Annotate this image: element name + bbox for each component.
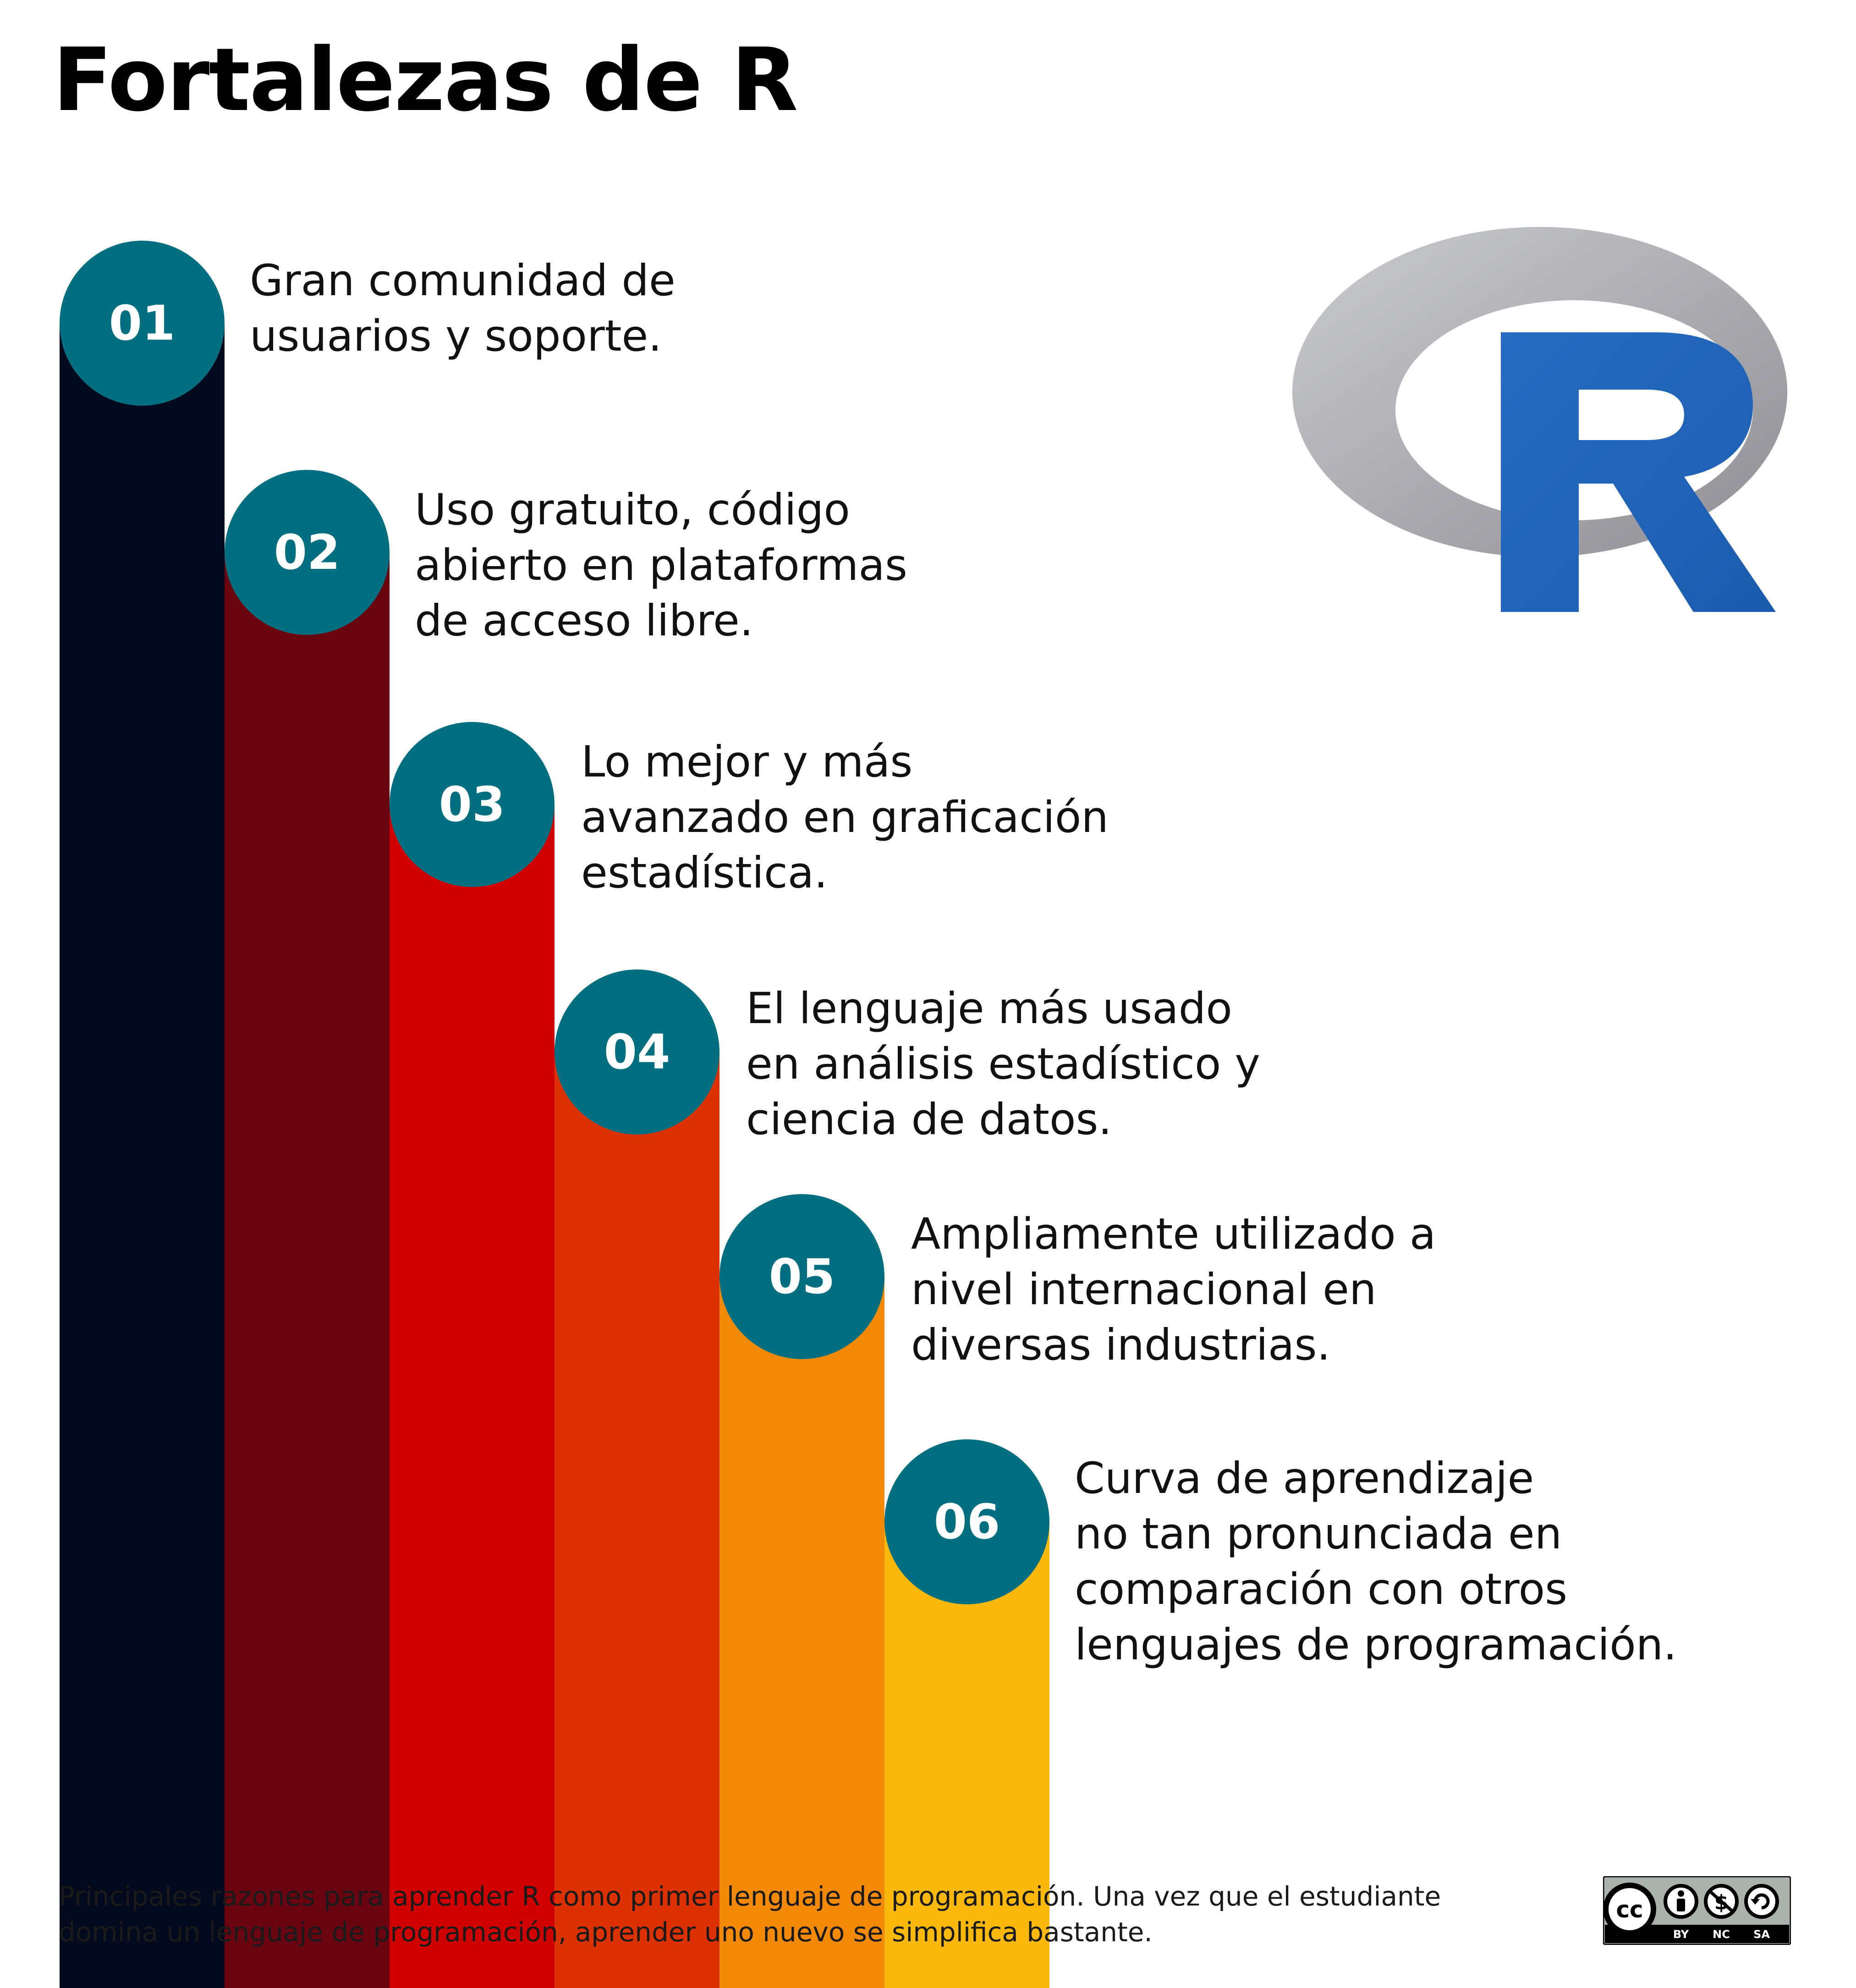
description-line: lenguajes de programación.	[1075, 1620, 1677, 1670]
description-line: Lo mejor y más	[581, 737, 913, 787]
step-description-02: Uso gratuito, código abierto en platafor…	[415, 482, 907, 649]
step-number-badge: 02	[225, 470, 390, 635]
cc-icon: cc	[1603, 1883, 1656, 1936]
license-label-by: BY	[1673, 1928, 1689, 1941]
description-line: Ampliamente utilizado a	[911, 1209, 1436, 1259]
step-description-05: Ampliamente utilizado a nivel internacio…	[911, 1206, 1436, 1373]
description-line: usuarios y soporte.	[250, 311, 662, 361]
cc-by-nc-sa-license-icon: cc $ BY NC SA	[1603, 1876, 1791, 1945]
step-description-06: Curva de aprendizaje no tan pronunciada …	[1075, 1451, 1677, 1673]
step-number-badge: 03	[390, 722, 555, 887]
step-description-01: Gran comunidad de usuarios y soporte.	[250, 253, 675, 364]
description-line: abierto en plataformas	[415, 540, 907, 590]
description-line: avanzado en graficación	[581, 793, 1109, 843]
step-bar-01	[60, 323, 225, 1988]
description-line: estadística.	[581, 848, 828, 898]
license-label-nc: NC	[1713, 1928, 1730, 1941]
caption-line: domina un lenguaje de programación, apre…	[59, 1916, 1153, 1948]
step-description-04: El lenguaje más usado en análisis estadí…	[746, 981, 1260, 1147]
description-line: en análisis estadístico y	[746, 1039, 1260, 1089]
step-number-badge: 05	[719, 1194, 884, 1359]
step-number-badge: 06	[884, 1439, 1049, 1604]
sharealike-icon	[1744, 1884, 1779, 1919]
caption-line: Principales razones para aprender R como…	[59, 1881, 1441, 1912]
attribution-icon	[1664, 1884, 1698, 1919]
step-description-03: Lo mejor y más avanzado en graficación e…	[581, 734, 1109, 901]
cc-text: cc	[1616, 1896, 1643, 1923]
r-logo-ring	[1292, 227, 1787, 557]
description-line: no tan pronunciada en	[1075, 1509, 1562, 1559]
r-logo-letter	[1501, 332, 1776, 612]
description-line: diversas industrias.	[911, 1320, 1331, 1370]
description-line: Uso gratuito, código	[415, 485, 850, 535]
page-title: Fortalezas de R	[53, 29, 798, 131]
step-number-badge: 01	[60, 241, 225, 406]
description-line: de acceso libre.	[415, 596, 753, 646]
footer-caption: Principales razones para aprender R como…	[59, 1878, 1441, 1950]
description-line: Curva de aprendizaje	[1075, 1454, 1534, 1503]
step-number-badge: 04	[555, 969, 719, 1134]
license-label-sa: SA	[1753, 1928, 1770, 1941]
step-bar-05	[719, 1277, 884, 1988]
description-line: El lenguaje más usado	[746, 984, 1232, 1034]
step-bar-04	[555, 1052, 719, 1988]
noncommercial-icon: $	[1704, 1884, 1739, 1919]
r-logo-icon	[1292, 227, 1787, 612]
description-line: ciencia de datos.	[746, 1095, 1112, 1145]
description-line: comparación con otros	[1075, 1564, 1568, 1614]
step-bar-02	[225, 552, 390, 1988]
description-line: nivel internacional en	[911, 1265, 1377, 1315]
step-bar-03	[390, 804, 555, 1988]
description-line: Gran comunidad de	[250, 256, 675, 306]
